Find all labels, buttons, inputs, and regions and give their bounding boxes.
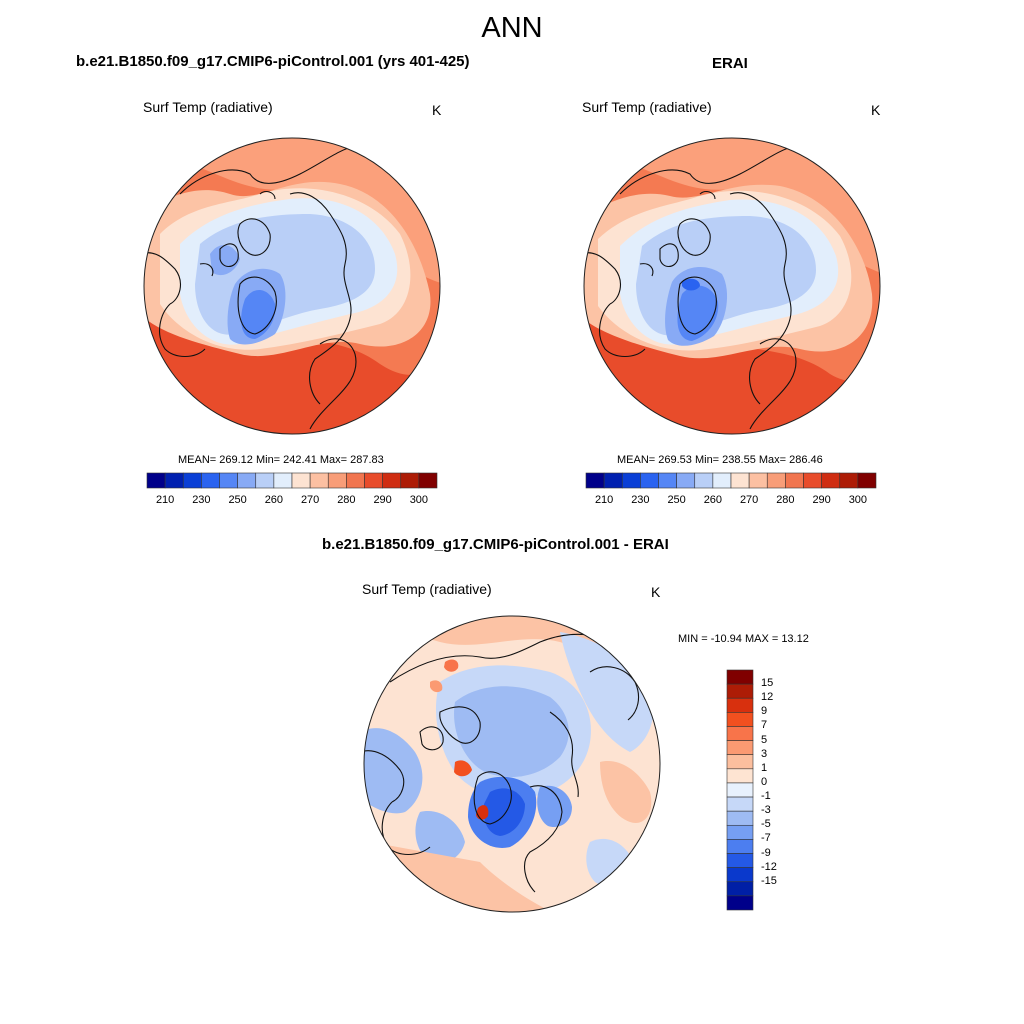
colorbar-tick-label: 9 bbox=[761, 705, 768, 718]
obs-units-label: K bbox=[871, 102, 881, 118]
colorbar-swatch bbox=[201, 472, 220, 489]
colorbar-swatch bbox=[726, 754, 754, 770]
colorbar-swatch bbox=[785, 472, 804, 489]
colorbar-tick-label: -9 bbox=[761, 846, 771, 859]
obs-colorbar bbox=[585, 472, 877, 489]
diff-variable-label: Surf Temp (radiative) bbox=[362, 581, 492, 597]
page-title: ANN bbox=[481, 12, 543, 44]
colorbar-swatch bbox=[164, 472, 184, 489]
colorbar-swatch bbox=[726, 683, 754, 699]
colorbar-tick-label: -1 bbox=[761, 790, 771, 803]
model-case-title: b.e21.B1850.f09_g17.CMIP6-piControl.001 … bbox=[76, 53, 470, 70]
colorbar-tick-label: 5 bbox=[761, 733, 768, 746]
model-colorbar bbox=[146, 472, 438, 489]
diff-stats: MIN = -10.94 MAX = 13.12 bbox=[678, 633, 809, 645]
colorbar-swatch bbox=[585, 472, 605, 489]
colorbar-swatch bbox=[603, 472, 623, 489]
colorbar-swatch bbox=[726, 669, 754, 685]
colorbar-swatch bbox=[726, 881, 754, 897]
model-units-label: K bbox=[432, 102, 442, 118]
colorbar-swatch bbox=[726, 810, 754, 826]
model-variable-label: Surf Temp (radiative) bbox=[143, 99, 273, 115]
colorbar-tick-label: 270 bbox=[739, 494, 759, 506]
colorbar-swatch bbox=[621, 472, 641, 489]
colorbar-tick-label: -7 bbox=[761, 832, 771, 845]
colorbar-swatch bbox=[712, 472, 732, 489]
colorbar-tick-label: 7 bbox=[761, 719, 768, 732]
colorbar-swatch bbox=[726, 740, 754, 756]
colorbar-swatch bbox=[694, 472, 714, 489]
colorbar-swatch bbox=[839, 472, 859, 489]
model-polar-map bbox=[143, 137, 441, 435]
colorbar-tick-label: 270 bbox=[300, 494, 320, 506]
obs-polar-map bbox=[583, 137, 881, 435]
colorbar-swatch bbox=[726, 768, 754, 784]
colorbar-tick-label: 230 bbox=[192, 494, 211, 506]
colorbar-swatch bbox=[219, 472, 238, 489]
colorbar-tick-label: 210 bbox=[594, 494, 614, 506]
colorbar-swatch bbox=[726, 824, 754, 840]
diff-case-title: b.e21.B1850.f09_g17.CMIP6-piControl.001 … bbox=[322, 536, 669, 553]
colorbar-swatch bbox=[237, 472, 257, 489]
colorbar-swatch bbox=[346, 472, 365, 489]
colorbar-swatch bbox=[273, 472, 293, 489]
colorbar-tick-label: 3 bbox=[761, 747, 768, 760]
colorbar-swatch bbox=[821, 472, 841, 489]
colorbar-swatch bbox=[726, 867, 754, 883]
colorbar-swatch bbox=[726, 853, 754, 868]
colorbar-swatch bbox=[730, 472, 750, 489]
colorbar-tick-label: -12 bbox=[761, 860, 777, 873]
colorbar-tick-label: 0 bbox=[761, 775, 768, 788]
colorbar-tick-label: 250 bbox=[667, 494, 686, 506]
colorbar-swatch bbox=[726, 782, 754, 798]
colorbar-swatch bbox=[726, 726, 754, 741]
obs-variable-label: Surf Temp (radiative) bbox=[582, 99, 712, 115]
colorbar-tick-label: 210 bbox=[155, 494, 175, 506]
colorbar-swatch bbox=[291, 472, 311, 489]
colorbar-tick-label: 280 bbox=[337, 494, 356, 506]
colorbar-swatch bbox=[327, 472, 347, 489]
colorbar-tick-label: -3 bbox=[761, 804, 771, 817]
diff-units-label: K bbox=[651, 584, 661, 600]
colorbar-tick-label: 290 bbox=[812, 494, 831, 506]
colorbar-tick-label: 260 bbox=[264, 494, 284, 506]
colorbar-swatch bbox=[726, 697, 754, 713]
colorbar-tick-label: 15 bbox=[761, 677, 774, 690]
obs-stats: MEAN= 269.53 Min= 238.55 Max= 286.46 bbox=[617, 454, 823, 466]
colorbar-tick-label: 12 bbox=[761, 691, 774, 704]
diff-colorbar bbox=[726, 669, 754, 911]
colorbar-tick-label: 280 bbox=[776, 494, 795, 506]
colorbar-swatch bbox=[857, 472, 877, 489]
colorbar-swatch bbox=[726, 839, 754, 854]
colorbar-swatch bbox=[182, 472, 202, 489]
obs-case-title: ERAI bbox=[712, 55, 748, 72]
colorbar-tick-label: 1 bbox=[761, 761, 768, 774]
colorbar-tick-label: -15 bbox=[761, 874, 777, 887]
colorbar-swatch bbox=[382, 472, 402, 489]
colorbar-swatch bbox=[364, 472, 383, 489]
colorbar-swatch bbox=[400, 472, 420, 489]
colorbar-tick-label: 300 bbox=[848, 494, 868, 506]
model-stats: MEAN= 269.12 Min= 242.41 Max= 287.83 bbox=[178, 454, 384, 466]
colorbar-tick-label: -5 bbox=[761, 818, 771, 831]
diff-polar-map bbox=[363, 615, 661, 913]
colorbar-swatch bbox=[309, 472, 329, 489]
colorbar-swatch bbox=[726, 895, 754, 911]
colorbar-swatch bbox=[766, 472, 786, 489]
colorbar-tick-label: 290 bbox=[373, 494, 392, 506]
colorbar-swatch bbox=[726, 796, 754, 812]
colorbar-swatch bbox=[726, 712, 754, 727]
colorbar-swatch bbox=[803, 472, 822, 489]
colorbar-swatch bbox=[418, 472, 438, 489]
colorbar-tick-label: 300 bbox=[409, 494, 429, 506]
colorbar-swatch bbox=[676, 472, 696, 489]
colorbar-swatch bbox=[146, 472, 166, 489]
colorbar-swatch bbox=[748, 472, 768, 489]
colorbar-swatch bbox=[640, 472, 659, 489]
colorbar-tick-label: 260 bbox=[703, 494, 723, 506]
colorbar-tick-label: 230 bbox=[631, 494, 650, 506]
colorbar-swatch bbox=[658, 472, 677, 489]
colorbar-tick-label: 250 bbox=[228, 494, 247, 506]
colorbar-swatch bbox=[255, 472, 275, 489]
